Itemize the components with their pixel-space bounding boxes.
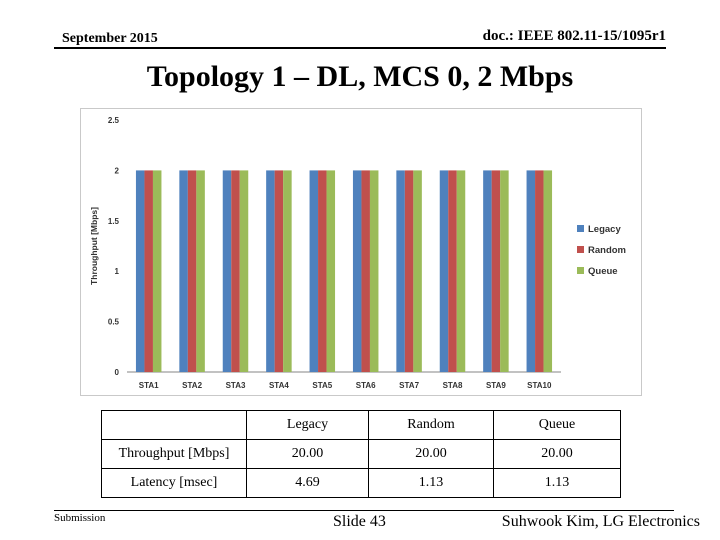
table-header-cell: Legacy [246, 410, 369, 440]
bar-legacy [309, 170, 319, 372]
header-doc-id: doc.: IEEE 802.11-15/1095r1 [482, 28, 666, 44]
legend-label-queue: Queue [588, 266, 618, 277]
bar-chart: 0 0.5 1 1.5 2 2.5 Throughput [Mbps] STA1 STA2 STA… [89, 116, 626, 390]
table-cell: Throughput [Mbps] [101, 439, 247, 469]
bar-legacy [135, 170, 145, 372]
legend-swatch-queue [577, 267, 584, 274]
results-table: Legacy Random Queue Throughput [Mbps] 20… [101, 410, 621, 498]
table-cell: 20.00 [246, 439, 369, 469]
table-header-cell: Queue [493, 410, 621, 440]
bar-legacy [266, 170, 275, 372]
bar-queue [152, 170, 162, 372]
table-cell: 20.00 [368, 439, 494, 469]
x-tick-label: STA5 [312, 381, 332, 390]
bar-legacy [439, 170, 449, 372]
bar-queue [239, 170, 249, 372]
y-tick-label: 1.5 [108, 217, 120, 226]
x-tick-label: STA1 [139, 381, 159, 390]
table-cell: 1.13 [493, 468, 621, 498]
table-row: Throughput [Mbps] 20.00 20.00 20.00 [101, 439, 621, 469]
legend-label-legacy: Legacy [588, 224, 621, 235]
y-tick-label: 0.5 [108, 318, 120, 327]
y-tick-label: 2 [115, 166, 120, 175]
legend-swatch-legacy [577, 225, 584, 232]
bar-queue [326, 170, 336, 372]
footer-author: Suhwook Kim, LG Electronics [501, 513, 700, 530]
y-tick-label: 1 [115, 267, 120, 276]
legend-label-random: Random [588, 245, 626, 256]
chart-frame: 0 0.5 1 1.5 2 2.5 Throughput [Mbps] STA1 STA2 STA… [80, 108, 642, 396]
bar-random [361, 170, 370, 372]
x-tick-label: STA2 [182, 381, 202, 390]
table-cell: 20.00 [493, 439, 621, 469]
x-tick-label: STA7 [399, 381, 419, 390]
bar-queue [500, 170, 509, 372]
bar-queue [196, 170, 205, 372]
footer-slide-number: Slide 43 [333, 513, 386, 530]
header-date: September 2015 [62, 31, 158, 46]
bar-legacy [483, 170, 492, 372]
slide-title: Topology 1 – DL, MCS 0, 2 Mbps [146, 60, 574, 93]
bar-random [187, 170, 197, 372]
x-tick-label: STA9 [486, 381, 506, 390]
bar-queue [456, 170, 466, 372]
footer-rule [54, 510, 674, 511]
bar-random [535, 170, 544, 372]
x-tick-label: STA4 [269, 381, 289, 390]
footer-submission: Submission [54, 512, 106, 524]
bar-legacy [396, 170, 405, 372]
y-tick-label: 2.5 [108, 116, 120, 125]
bar-random [231, 170, 240, 372]
bar-random [274, 170, 284, 372]
x-tick-label: STA10 [527, 381, 552, 390]
bar-queue [543, 170, 553, 372]
table-cell: 4.69 [246, 468, 369, 498]
bar-queue [369, 170, 379, 372]
table-header-row: Legacy Random Queue [101, 410, 621, 440]
legend-swatch-random [577, 246, 584, 253]
bar-random [318, 170, 327, 372]
x-tick-label: STA3 [226, 381, 246, 390]
table-header-cell: Random [368, 410, 494, 440]
y-axis-title: Throughput [Mbps] [89, 207, 99, 285]
table-row: Latency [msec] 4.69 1.13 1.13 [101, 468, 621, 498]
table-cell: 1.13 [368, 468, 494, 498]
bar-legacy [179, 170, 188, 372]
bar-random [448, 170, 457, 372]
bar-legacy [222, 170, 232, 372]
bar-random [404, 170, 414, 372]
bar-queue [413, 170, 422, 372]
table-header-cell [101, 410, 247, 440]
bar-legacy [526, 170, 536, 372]
bar-legacy [352, 170, 362, 372]
bar-queue [283, 170, 292, 372]
header-rule [54, 47, 666, 49]
y-tick-label: 0 [115, 368, 120, 377]
table-cell: Latency [msec] [101, 468, 247, 498]
bar-random [491, 170, 501, 372]
x-tick-label: STA8 [443, 381, 463, 390]
x-tick-label: STA6 [356, 381, 376, 390]
bar-random [144, 170, 153, 372]
